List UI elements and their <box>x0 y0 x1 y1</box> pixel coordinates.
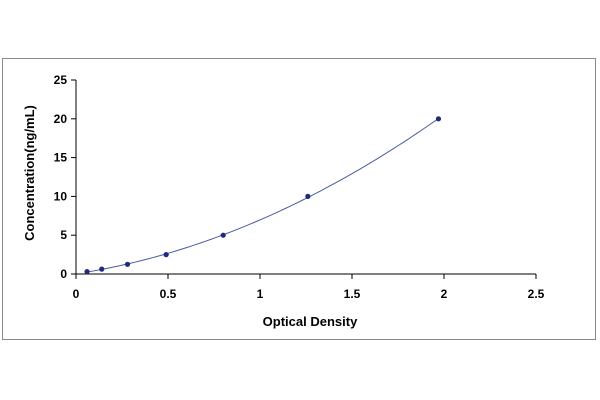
data-point <box>435 116 442 122</box>
x-tick-label: 1.5 <box>344 287 361 301</box>
axes <box>75 80 536 275</box>
y-tick-label: 10 <box>54 189 68 203</box>
data-point <box>305 193 311 199</box>
y-tick-label: 25 <box>54 73 68 87</box>
data-point <box>220 232 226 238</box>
x-tick-label: 0.5 <box>160 287 177 301</box>
y-tick-label: 5 <box>60 228 67 242</box>
data-point <box>163 252 169 258</box>
y-axis-title: Concentration(ng/mL) <box>22 105 37 241</box>
y-ticks: 0 5 10 15 20 25 <box>54 73 76 281</box>
fit-curve <box>86 118 439 273</box>
data-point <box>124 261 131 267</box>
data-point <box>84 268 90 275</box>
chart-frame <box>2 58 596 340</box>
y-tick-label: 20 <box>54 112 68 126</box>
y-tick-label: 0 <box>60 267 67 281</box>
y-tick-label: 15 <box>54 151 68 165</box>
data-point <box>99 266 105 272</box>
x-tick-label: 2.5 <box>528 287 545 301</box>
x-tick-label: 0 <box>73 287 80 301</box>
x-axis-title: Optical Density <box>263 314 358 329</box>
x-tick-label: 1 <box>257 287 264 301</box>
x-ticks: 0 0.5 1 1.5 2 2.5 <box>73 274 545 301</box>
data-points <box>84 116 442 275</box>
x-tick-label: 2 <box>441 287 448 301</box>
